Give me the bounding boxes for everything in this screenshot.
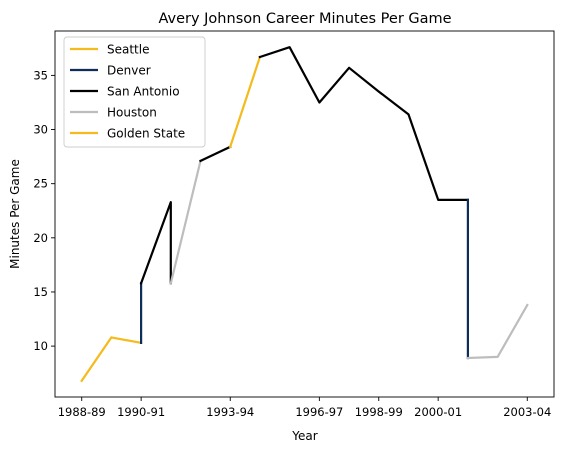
legend-label: Seattle — [107, 43, 149, 57]
x-tick-label: 1993-94 — [206, 405, 254, 419]
data-lines — [80, 46, 529, 383]
legend: Seattle Denver San Antonio Houston Golden St… — [63, 36, 206, 148]
y-axis: 10 15 20 25 30 35 — [33, 68, 55, 353]
x-axis-label: Year — [291, 429, 317, 443]
y-tick-label: 25 — [33, 177, 48, 191]
plot-border — [54, 30, 555, 398]
series-line-san-antonio-2 — [139, 201, 172, 285]
y-axis-label: Minutes Per Game — [8, 159, 22, 269]
y-tick-label: 10 — [33, 339, 48, 353]
chart-title: Avery Johnson Career Minutes Per Game — [158, 11, 451, 27]
y-tick-label: 35 — [33, 68, 48, 82]
legend-label: Houston — [107, 106, 157, 120]
y-tick-label: 20 — [33, 231, 48, 245]
legend-label: Golden State — [107, 127, 185, 141]
series-line-houston-3 — [169, 159, 202, 285]
series-line-san-antonio-4 — [199, 145, 232, 163]
y-tick-label: 30 — [33, 123, 48, 137]
x-tick-label: 2003-04 — [503, 405, 551, 419]
legend-label: San Antonio — [107, 85, 180, 99]
legend-label: Denver — [107, 64, 151, 78]
x-axis: 1988-89 1990-91 1993-94 1996-97 1998-99 2000-… — [58, 397, 551, 419]
series-line-seattle-0 — [80, 336, 143, 383]
x-tick-label: 2000-01 — [414, 405, 462, 419]
legend-box — [63, 36, 206, 148]
y-tick-label: 15 — [33, 285, 48, 299]
x-tick-label: 1996-97 — [295, 405, 343, 419]
x-tick-label: 1988-89 — [58, 405, 106, 419]
series-line-houston-8 — [466, 303, 529, 360]
series-line-san-antonio-6 — [258, 46, 469, 201]
x-tick-label: 1990-91 — [117, 405, 165, 419]
x-tick-label: 1998-99 — [355, 405, 403, 419]
series-line-golden-state-5 — [228, 55, 262, 149]
